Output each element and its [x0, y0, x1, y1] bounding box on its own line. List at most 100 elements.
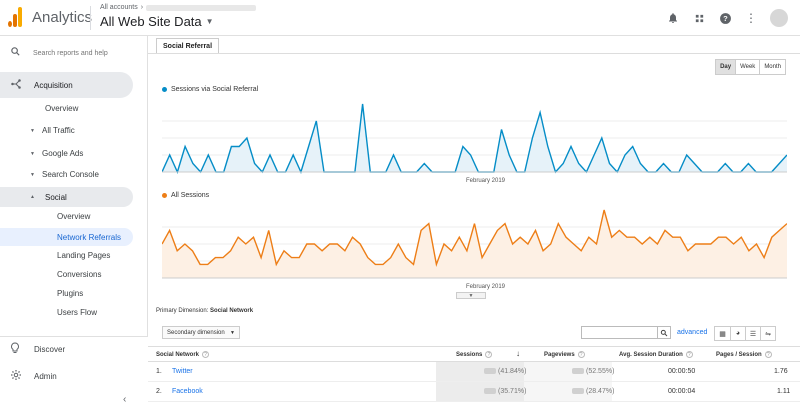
sidebar-item-label: Overview — [45, 104, 79, 113]
pie-view-icon[interactable]: ◕ — [730, 327, 745, 340]
breadcrumb-label: All accounts — [100, 4, 138, 11]
all-sessions-chart — [162, 209, 787, 279]
col-pageviews[interactable]: Pageviews? — [544, 351, 585, 358]
breadcrumb[interactable]: All accounts › — [100, 4, 257, 11]
sidebar-item-admin[interactable]: Admin — [10, 369, 57, 384]
secondary-dimension-dropdown[interactable]: Secondary dimension ▼ — [162, 326, 240, 339]
caret-down-icon: ▼ — [230, 329, 235, 336]
search-icon[interactable] — [657, 326, 670, 339]
sidebar-item-label: Users Flow — [57, 308, 98, 317]
table-view-buttons: ▦ ◕ ☰ ⇋ — [714, 326, 776, 341]
sidebar-item-search-console[interactable]: ▼ Search Console — [30, 170, 99, 179]
sidebar-item-all-traffic[interactable]: ▼ All Traffic — [30, 126, 75, 135]
help-icon[interactable]: ? — [485, 351, 493, 358]
pageviews-percent: (28.47%) — [586, 388, 615, 395]
chevron-right-icon: › — [140, 4, 144, 11]
sort-desc-icon[interactable]: ↓ — [516, 349, 520, 358]
property-name: All Web Site Data — [100, 14, 202, 29]
pageviews-cell: (28.47%) — [572, 388, 614, 395]
help-icon[interactable]: ? — [685, 351, 693, 358]
pages-cell: 1.76 — [774, 368, 788, 375]
chart2-legend: All Sessions — [162, 192, 209, 199]
sidebar-item-acquisition[interactable]: Acquisition — [0, 72, 133, 98]
column-label: Pages / Session — [716, 352, 762, 358]
column-label: Avg. Session Duration — [619, 352, 683, 358]
sidebar-item-label: Search Console — [42, 170, 99, 179]
search-icon — [10, 46, 21, 60]
sidebar-item-social[interactable]: ▲ Social — [0, 187, 133, 207]
primary-dimension: Primary Dimension: Social Network — [156, 308, 253, 314]
search-placeholder: Search reports and help — [33, 49, 108, 57]
table-view-icon[interactable]: ▦ — [719, 330, 726, 338]
chart-resize-handle[interactable]: ▼ — [456, 292, 486, 299]
sidebar-item-label: Discover — [34, 345, 66, 354]
sidebar-item-conversions[interactable]: Conversions — [57, 270, 101, 279]
sidebar-item-label: Overview — [57, 212, 91, 221]
col-sessions[interactable]: Sessions? — [456, 351, 493, 358]
row-number: 2. — [156, 388, 162, 395]
row-number: 1. — [156, 368, 162, 375]
collapse-sidebar-icon[interactable]: ‹ — [123, 394, 127, 405]
sessions-percent: (35.71%) — [498, 388, 527, 395]
cell-shade — [524, 382, 612, 401]
more-vert-icon[interactable]: ⋮ — [745, 11, 757, 25]
legend-label: Sessions via Social Referral — [171, 86, 259, 93]
help-icon[interactable]: ? — [764, 351, 772, 358]
cell-shade — [436, 362, 524, 381]
sidebar-item-label: Plugins — [57, 289, 84, 298]
app-title: Analytics — [32, 9, 93, 26]
expand-arrow-icon: ▼ — [30, 171, 35, 178]
comparison-view-icon[interactable]: ⇋ — [760, 327, 775, 340]
property-selector[interactable]: All Web Site Data ▼ — [100, 14, 214, 29]
header-divider — [90, 6, 91, 30]
redacted-value — [572, 388, 584, 395]
col-avg-session-duration[interactable]: Avg. Session Duration? — [619, 351, 693, 358]
sidebar-item-discover[interactable]: Discover — [10, 342, 65, 357]
caret-down-icon: ▼ — [205, 17, 214, 26]
avatar[interactable] — [770, 9, 788, 27]
interval-day-button[interactable]: Day — [716, 60, 736, 74]
performance-view-icon[interactable]: ☰ — [745, 327, 760, 340]
sidebar-item-label: Conversions — [57, 270, 102, 279]
sidebar-item-label: Network Referrals — [57, 232, 122, 242]
table-search-input[interactable] — [581, 326, 671, 339]
bell-icon[interactable] — [666, 11, 680, 25]
sidebar-item-google-ads[interactable]: ▼ Google Ads — [30, 149, 83, 158]
pages-cell: 1.11 — [777, 388, 791, 395]
search-reports[interactable]: Search reports and help — [10, 46, 108, 60]
top-header: Analytics All accounts › All Web Site Da… — [0, 0, 800, 36]
sidebar-item-users-flow[interactable]: Users Flow — [57, 308, 97, 317]
column-label: Social Network — [156, 352, 200, 358]
acquisition-icon — [10, 78, 22, 93]
apps-icon[interactable] — [692, 11, 706, 25]
table-header: Social Network? Sessions? ↓ Pageviews? A… — [148, 346, 800, 362]
report-main: Social Referral Day Week Month Sessions … — [148, 36, 800, 406]
column-label: Pageviews — [544, 352, 575, 358]
network-link[interactable]: Twitter — [172, 368, 193, 375]
sidebar-item-plugins[interactable]: Plugins — [57, 289, 83, 298]
tab-divider — [148, 53, 800, 54]
sidebar-item-overview[interactable]: Overview — [45, 104, 78, 113]
help-icon[interactable]: ? — [202, 351, 210, 358]
legend-dot — [162, 193, 167, 198]
interval-month-button[interactable]: Month — [759, 60, 785, 74]
interval-week-button[interactable]: Week — [735, 60, 759, 74]
lightbulb-icon — [10, 342, 22, 357]
cell-shade — [436, 382, 524, 401]
network-link[interactable]: Facebook — [172, 388, 203, 395]
help-icon[interactable]: ? — [718, 11, 732, 25]
tab-social-referral[interactable]: Social Referral — [156, 38, 220, 54]
redacted-value — [484, 368, 496, 375]
col-pages-per-session[interactable]: Pages / Session? — [716, 351, 772, 358]
sessions-percent: (41.84%) — [498, 368, 527, 375]
advanced-filter-link[interactable]: advanced — [677, 329, 708, 336]
sidebar-item-social-overview[interactable]: Overview — [57, 212, 90, 221]
interval-selector: Day Week Month — [715, 59, 786, 75]
help-icon[interactable]: ? — [577, 351, 585, 358]
analytics-logo-icon[interactable] — [8, 7, 22, 27]
col-social-network[interactable]: Social Network? — [156, 351, 210, 358]
sidebar-footer: Discover Admin ‹ — [0, 336, 148, 406]
sidebar-item-landing-pages[interactable]: Landing Pages — [57, 251, 110, 260]
sessions-social-chart — [162, 103, 787, 174]
sidebar-item-network-referrals[interactable]: Network Referrals — [0, 228, 133, 246]
